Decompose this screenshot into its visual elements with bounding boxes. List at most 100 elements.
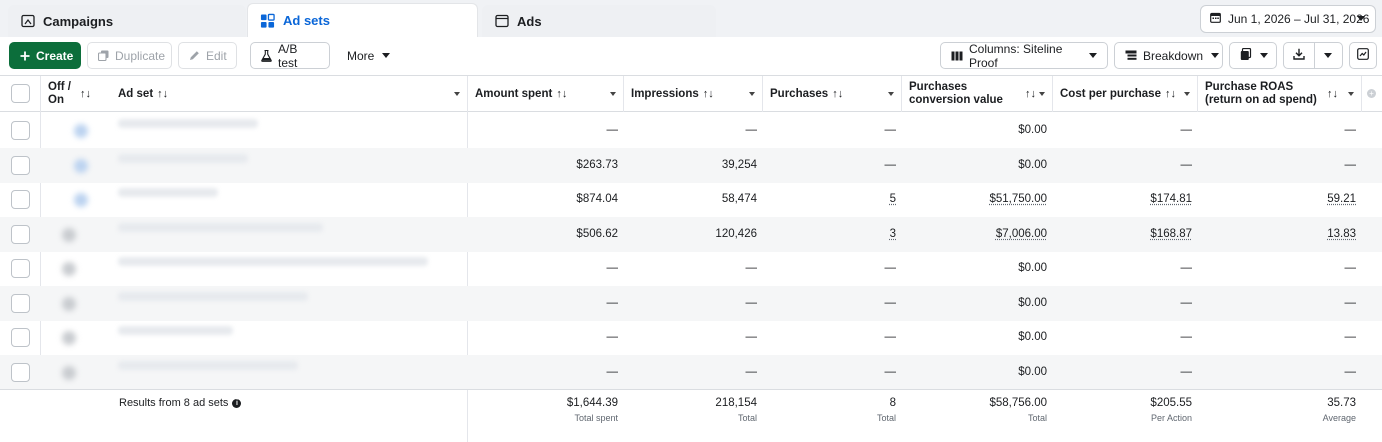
columns-button[interactable]: Columns: Siteline Proof bbox=[940, 42, 1108, 69]
table-footer: Results from 8 ad sets i $1,644.39 Total… bbox=[0, 389, 1382, 442]
cell-conversion-value[interactable]: $51,750.00 bbox=[902, 182, 1053, 217]
cell-purchases[interactable]: 3 bbox=[763, 217, 902, 252]
table-row[interactable]: — — — $0.00 — — bbox=[0, 113, 1382, 148]
download-icon bbox=[1293, 48, 1305, 63]
results-label: Results from 8 ad sets bbox=[119, 397, 228, 409]
info-icon[interactable]: i bbox=[232, 399, 241, 408]
ad-set-name-redacted[interactable] bbox=[118, 292, 308, 301]
cell-conversion-value[interactable]: $7,006.00 bbox=[902, 217, 1053, 252]
chevron-down-icon bbox=[1089, 53, 1097, 58]
total-caption: Average bbox=[1198, 413, 1356, 423]
table-row[interactable]: $506.62 120,426 3 $7,006.00 $168.87 13.83 bbox=[0, 217, 1382, 252]
sort-icon: ↑↓ bbox=[1025, 88, 1036, 101]
row-checkbox[interactable] bbox=[11, 190, 30, 209]
breakdown-label: Breakdown bbox=[1143, 49, 1203, 63]
delivery-toggle[interactable] bbox=[74, 193, 88, 207]
more-button[interactable]: More bbox=[336, 42, 398, 69]
row-checkbox[interactable] bbox=[11, 121, 30, 140]
header-amount-spent[interactable]: Amount spent ↑↓ bbox=[468, 76, 624, 112]
cell-purchases: — bbox=[763, 355, 902, 390]
chevron-down-icon bbox=[1211, 53, 1219, 58]
grid-icon bbox=[260, 13, 275, 28]
header-ad-set[interactable]: Ad set ↑↓ bbox=[105, 76, 468, 112]
row-checkbox[interactable] bbox=[11, 156, 30, 175]
cell-purchases: — bbox=[763, 113, 902, 148]
delivery-toggle[interactable] bbox=[62, 228, 76, 242]
columns-icon bbox=[951, 51, 963, 61]
delivery-toggle[interactable] bbox=[74, 124, 88, 138]
row-checkbox[interactable] bbox=[11, 294, 30, 313]
ad-set-name-redacted[interactable] bbox=[118, 119, 258, 128]
select-all-checkbox[interactable] bbox=[11, 84, 30, 103]
cell-purchase-roas[interactable]: 59.21 bbox=[1198, 182, 1362, 217]
delivery-toggle[interactable] bbox=[74, 159, 88, 173]
tab-ads[interactable]: Ads bbox=[482, 5, 716, 37]
duplicate-button[interactable]: Duplicate bbox=[87, 42, 172, 69]
cell-purchase-roas: — bbox=[1198, 320, 1362, 355]
cell-conversion-value: $0.00 bbox=[902, 320, 1053, 355]
header-cost-per-purchase[interactable]: Cost per purchase ↑↓ bbox=[1053, 76, 1198, 112]
add-column-icon[interactable]: + bbox=[1367, 89, 1376, 98]
header-off-on[interactable]: Off / On ↑↓ bbox=[41, 76, 105, 112]
date-range-picker[interactable]: Jun 1, 2026 – Jul 31, 2026 bbox=[1200, 5, 1376, 33]
table-row[interactable]: — — — $0.00 — — bbox=[0, 355, 1382, 390]
chevron-down-icon bbox=[1039, 92, 1045, 96]
header-impressions[interactable]: Impressions ↑↓ bbox=[624, 76, 763, 112]
toolbar: Create Duplicate Edit A/B test More Colu… bbox=[0, 37, 1382, 75]
table-row[interactable]: $874.04 58,474 5 $51,750.00 $174.81 59.21 bbox=[0, 182, 1382, 217]
header-label: Ad set bbox=[118, 88, 153, 101]
header-purchases[interactable]: Purchases ↑↓ bbox=[763, 76, 902, 112]
chevron-down-icon bbox=[1184, 92, 1190, 96]
total-cost-per-purchase: $205.55 Per Action bbox=[1053, 397, 1198, 423]
cell-impressions: — bbox=[624, 113, 763, 148]
tab-ad-sets[interactable]: Ad sets bbox=[247, 3, 478, 37]
ad-set-name-redacted[interactable] bbox=[118, 326, 233, 335]
total-purchase-roas: 35.73 Average bbox=[1198, 397, 1362, 423]
cell-impressions: 58,474 bbox=[624, 182, 763, 217]
row-checkbox[interactable] bbox=[11, 328, 30, 347]
export-button[interactable] bbox=[1283, 42, 1315, 69]
ad-set-name-redacted[interactable] bbox=[118, 361, 298, 370]
pencil-icon bbox=[189, 50, 200, 61]
edit-button[interactable]: Edit bbox=[178, 42, 237, 69]
header-purchases-conversion-value[interactable]: Purchases conversion value ↑↓ bbox=[902, 76, 1053, 112]
header-purchase-roas[interactable]: Purchase ROAS (return on ad spend) ↑↓ bbox=[1198, 76, 1362, 112]
table-row[interactable]: — — — $0.00 — — bbox=[0, 251, 1382, 286]
chart-report-button[interactable] bbox=[1349, 42, 1377, 69]
table-row[interactable]: $263.73 39,254 — $0.00 — — bbox=[0, 148, 1382, 183]
delivery-toggle[interactable] bbox=[62, 366, 76, 380]
ad-set-name-redacted[interactable] bbox=[118, 257, 428, 266]
cell-conversion-value: $0.00 bbox=[902, 148, 1053, 183]
tab-bar: Campaigns Ad sets Ads Jun 1, 2026 – Jul … bbox=[0, 0, 1382, 37]
cell-purchase-roas[interactable]: 13.83 bbox=[1198, 217, 1362, 252]
flask-icon bbox=[261, 50, 272, 62]
table-row[interactable]: — — — $0.00 — — bbox=[0, 320, 1382, 355]
cell-cost-per-purchase[interactable]: $168.87 bbox=[1053, 217, 1198, 252]
total-caption: Total spent bbox=[468, 413, 618, 423]
row-checkbox[interactable] bbox=[11, 225, 30, 244]
ad-set-name-redacted[interactable] bbox=[118, 223, 323, 232]
create-button[interactable]: Create bbox=[9, 42, 81, 69]
cell-purchases[interactable]: 5 bbox=[763, 182, 902, 217]
cell-cost-per-purchase[interactable]: $174.81 bbox=[1053, 182, 1198, 217]
table-row[interactable]: — — — $0.00 — — bbox=[0, 286, 1382, 321]
export-options-button[interactable] bbox=[1314, 42, 1343, 69]
ab-test-button[interactable]: A/B test bbox=[250, 42, 330, 69]
delivery-toggle[interactable] bbox=[62, 331, 76, 345]
cell-impressions: — bbox=[624, 320, 763, 355]
cell-cost-per-purchase: — bbox=[1053, 251, 1198, 286]
delivery-toggle[interactable] bbox=[62, 297, 76, 311]
ad-set-name-redacted[interactable] bbox=[118, 188, 218, 197]
total-value: $1,644.39 bbox=[468, 397, 618, 409]
reports-button[interactable] bbox=[1229, 42, 1277, 69]
cell-amount-spent: $263.73 bbox=[468, 148, 624, 183]
delivery-toggle[interactable] bbox=[62, 262, 76, 276]
ad-set-name-redacted[interactable] bbox=[118, 154, 248, 163]
tab-campaigns[interactable]: Campaigns bbox=[8, 5, 246, 37]
total-conversion-value: $58,756.00 Total bbox=[902, 397, 1053, 423]
row-checkbox[interactable] bbox=[11, 259, 30, 278]
cell-purchase-roas: — bbox=[1198, 148, 1362, 183]
row-checkbox[interactable] bbox=[11, 363, 30, 382]
cell-conversion-value: $0.00 bbox=[902, 113, 1053, 148]
breakdown-button[interactable]: Breakdown bbox=[1114, 42, 1223, 69]
